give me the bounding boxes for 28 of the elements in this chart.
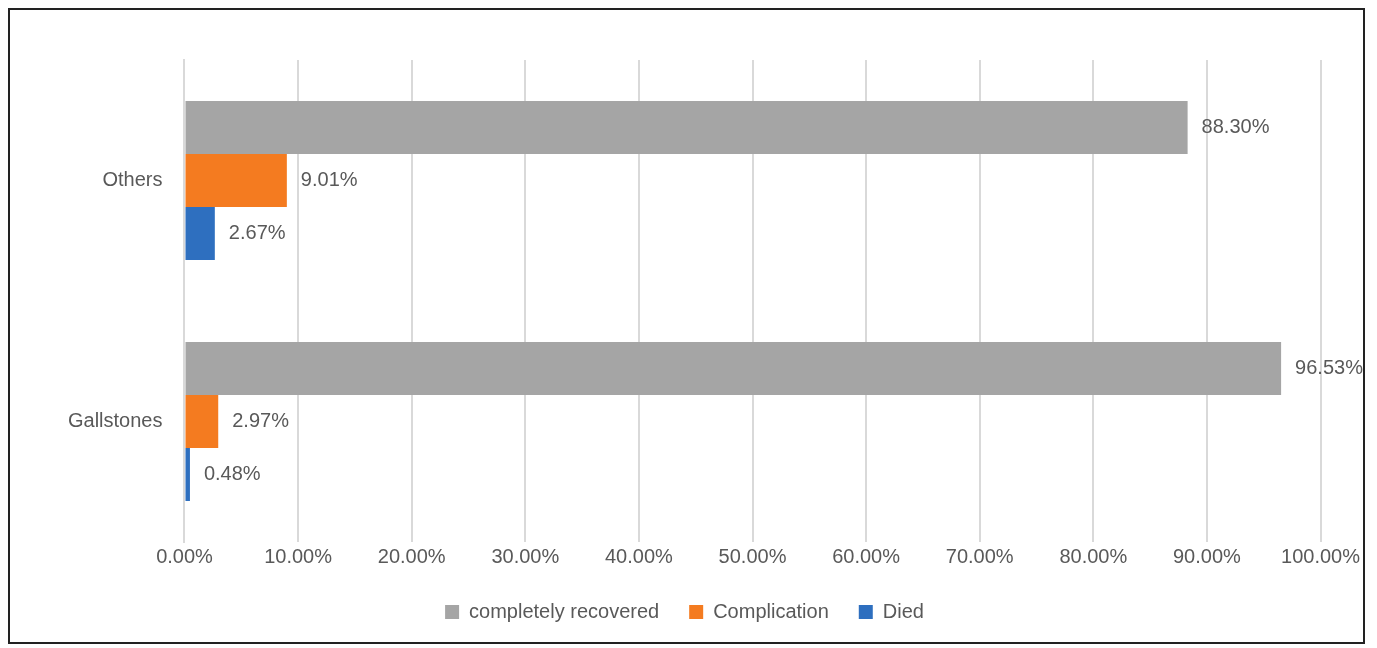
bar	[185, 341, 1282, 395]
data-label: 2.67%	[228, 221, 286, 244]
x-tick-label: 30.00%	[491, 544, 560, 567]
bar	[185, 153, 287, 208]
x-tick-label: 0.00%	[156, 544, 214, 567]
x-tick-label: 50.00%	[718, 544, 787, 567]
bar	[185, 100, 1188, 154]
x-tick-label: 80.00%	[1059, 544, 1128, 567]
x-tick-label: 60.00%	[832, 544, 901, 567]
y-tick-label: Gallstones	[67, 409, 163, 432]
data-label: 96.53%	[1295, 356, 1364, 378]
bar	[185, 394, 219, 449]
legend-label: Complication	[713, 599, 829, 622]
x-tick-label: 70.00%	[945, 544, 1014, 567]
legend-label: Died	[882, 599, 924, 622]
x-tick-label: 100.00%	[1281, 544, 1361, 567]
data-label: 9.01%	[300, 168, 358, 191]
x-tick-label: 10.00%	[264, 544, 333, 567]
legend-label: completely recovered	[469, 599, 660, 622]
x-tick-label: 20.00%	[377, 544, 446, 567]
x-tick-label: 90.00%	[1173, 544, 1242, 567]
x-tick-label: 40.00%	[604, 544, 674, 567]
y-tick-label: Others	[102, 168, 163, 191]
data-label: 2.97%	[232, 409, 290, 432]
data-label: 0.48%	[203, 462, 261, 485]
bar	[185, 207, 215, 261]
bar	[185, 448, 190, 502]
data-label: 88.30%	[1201, 115, 1270, 137]
